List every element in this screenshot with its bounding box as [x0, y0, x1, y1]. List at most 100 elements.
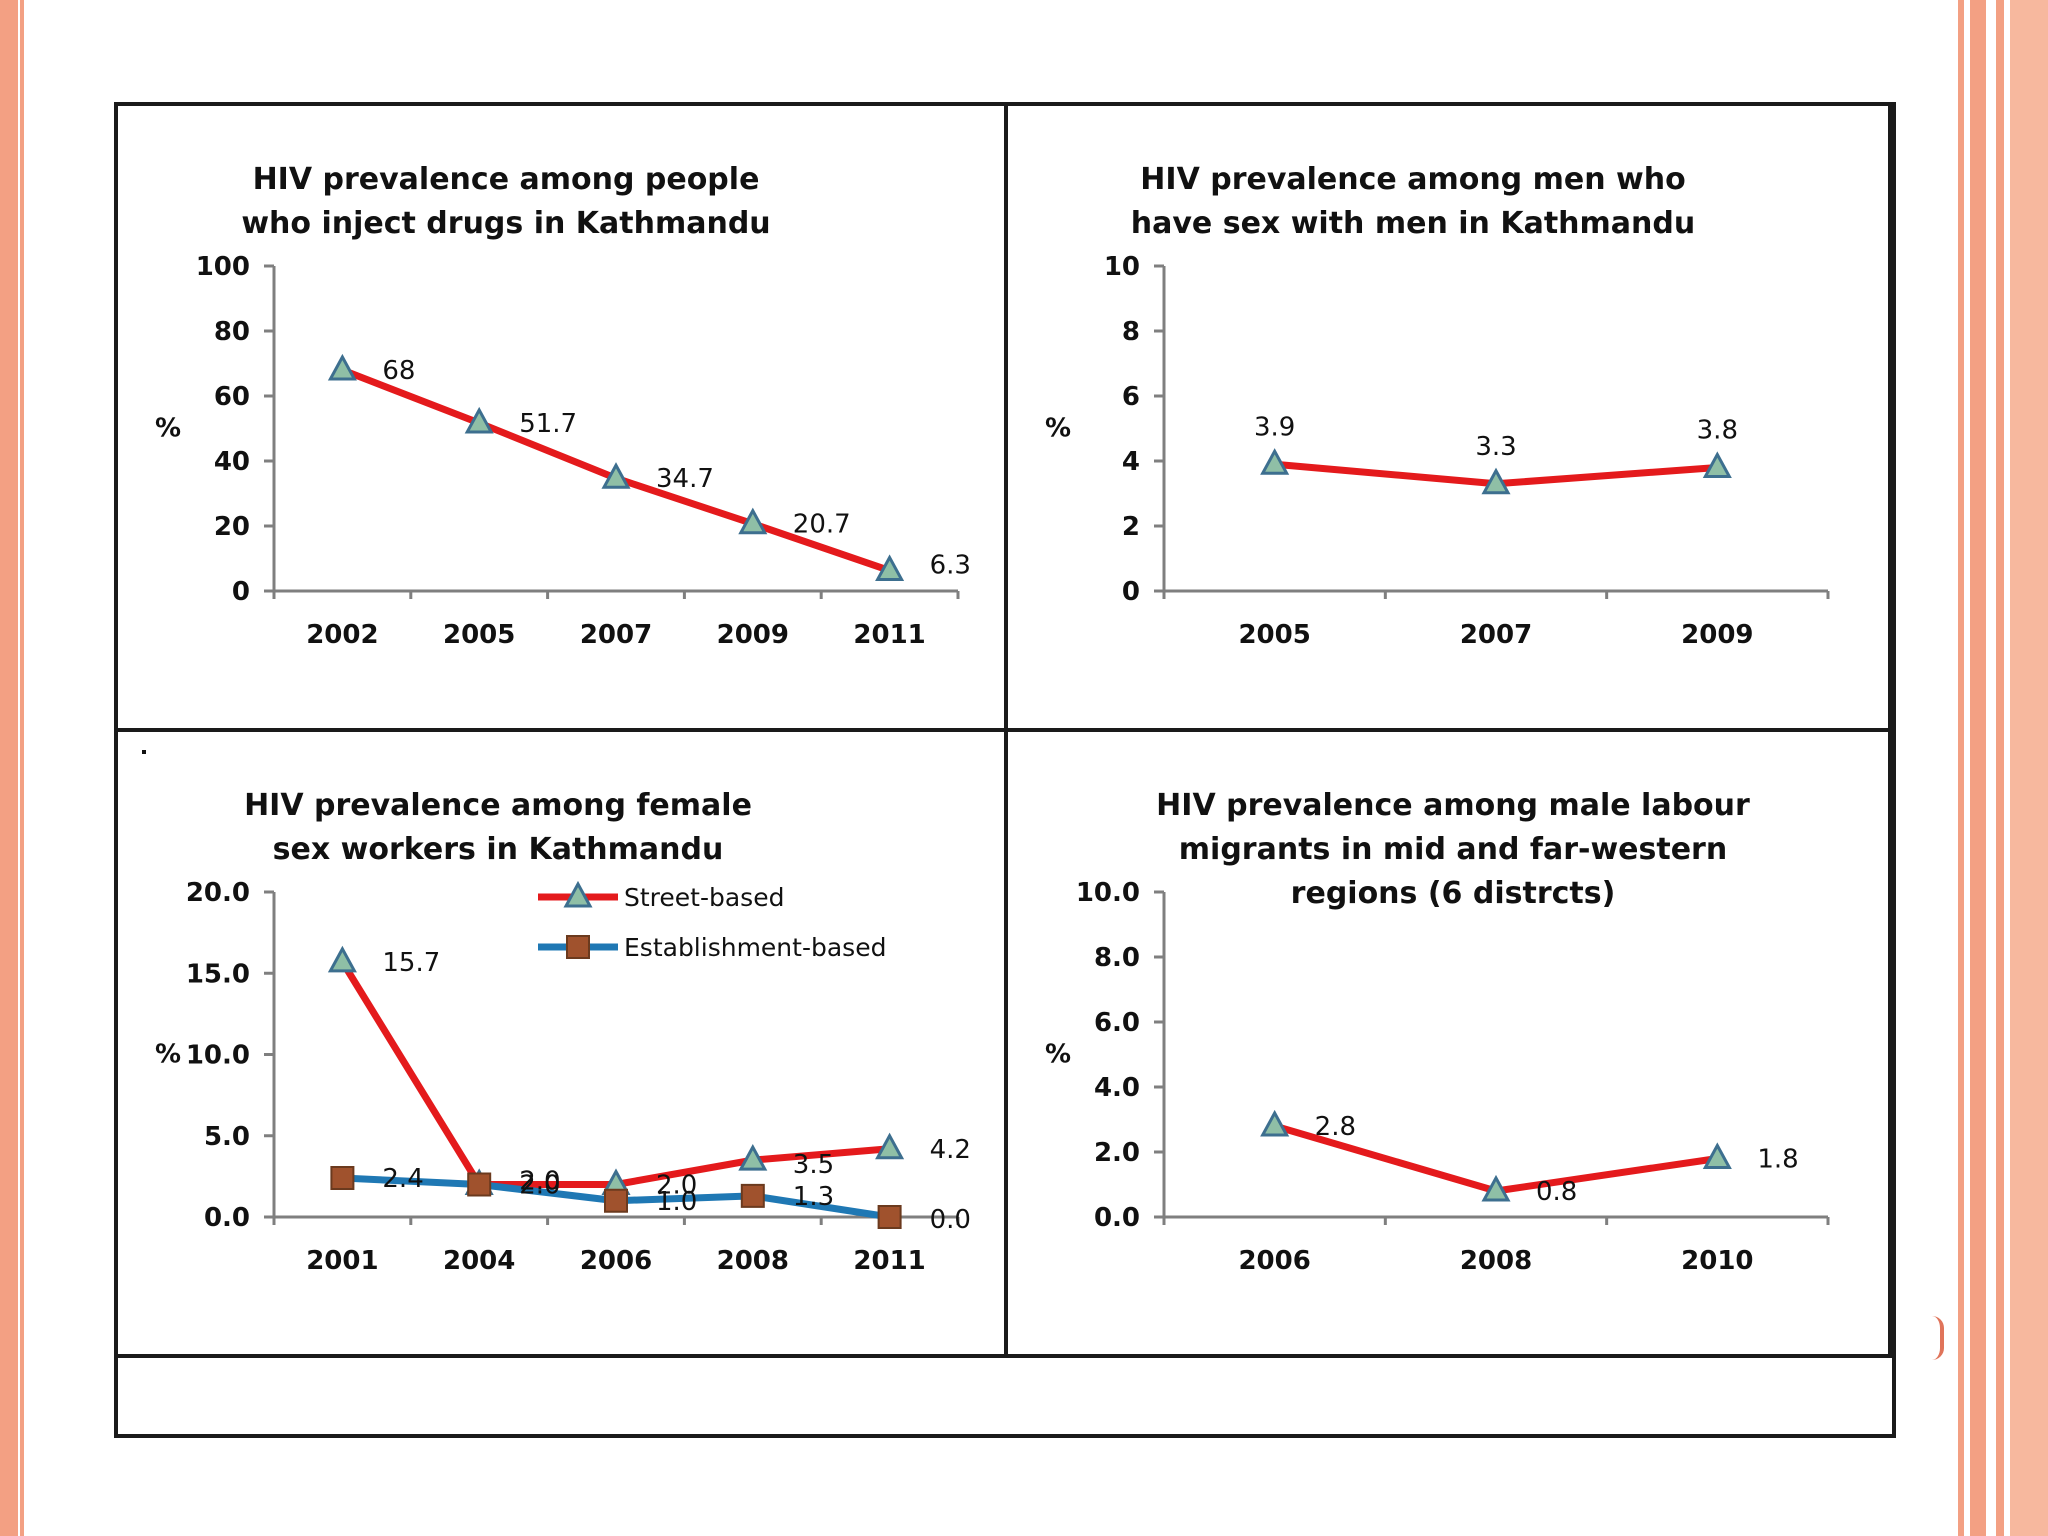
legend-marker — [566, 935, 590, 959]
x-tick-label: 2011 — [853, 1246, 925, 1276]
chart-svg: 0.0 5.0 10.0 15.0 20.0% 2001 2004 2006 2008 2011 1… — [155, 878, 971, 1276]
x-tick-label: 2005 — [443, 620, 515, 650]
y-tick-label: 0.0 — [204, 1203, 250, 1233]
chart-panel-fsw: HIV prevalence among female sex workers … — [118, 732, 1004, 1354]
y-tick-label: 8 — [1122, 317, 1140, 347]
data-point-marker — [875, 554, 905, 582]
data-point-marker — [1481, 1174, 1511, 1202]
x-tick-label: 2008 — [1460, 1246, 1532, 1276]
y-tick-label: 20.0 — [186, 878, 250, 908]
legend-marker — [563, 880, 593, 908]
data-label: 3.8 — [1697, 416, 1738, 446]
data-label: 3.9 — [1254, 412, 1295, 442]
chart-title: HIV prevalence among female sex workers … — [244, 788, 752, 867]
y-tick-label: 20 — [214, 512, 250, 542]
y-tick-label: 8.0 — [1094, 943, 1140, 973]
y-axis-label: % — [155, 414, 181, 444]
x-tick-label: 2006 — [1238, 1246, 1310, 1276]
y-axis-label: % — [155, 1040, 181, 1070]
right-border-edge — [2010, 0, 2048, 1536]
data-label: 2.0 — [519, 1171, 560, 1201]
data-label: 3.3 — [1475, 432, 1516, 462]
y-tick-label: 5.0 — [204, 1122, 250, 1152]
chart-svg: 0 20 40 60 80 100% 2002 2005 2007 2009 2011 68 51.7 3… — [155, 252, 971, 650]
data-point-marker — [327, 353, 357, 381]
data-point-marker — [877, 1205, 902, 1229]
data-label: 6.3 — [930, 551, 971, 581]
y-axis-label: % — [1045, 414, 1071, 444]
x-tick-label: 2009 — [717, 620, 789, 650]
page-curl-mark — [1932, 1316, 1944, 1360]
x-tick-label: 2002 — [306, 620, 378, 650]
data-point-marker — [604, 1188, 628, 1213]
y-tick-label: 40 — [214, 447, 250, 477]
chart-panel-migrants: HIV prevalence among male labour migrant… — [1008, 732, 1888, 1354]
chart-panel-msm: HIV prevalence among men who have sex wi… — [1008, 106, 1888, 728]
left-border-stripe — [0, 0, 18, 1536]
chart-title: HIV prevalence among people who inject d… — [241, 162, 771, 241]
data-point-marker — [875, 1132, 905, 1160]
data-label: 2.4 — [382, 1164, 423, 1194]
data-label: 34.7 — [656, 464, 714, 494]
data-point-marker — [467, 1172, 492, 1197]
chart-title: HIV prevalence among male labour migrant… — [1156, 788, 1750, 911]
y-tick-label: 10 — [1104, 252, 1140, 282]
chart-svg: 0.0 2.0 4.0 6.0 8.0 10.0% 2006 2008 2010 2.8 0.8 1.… — [1045, 878, 1830, 1276]
data-point-marker — [1702, 1142, 1732, 1169]
data-point-marker — [327, 945, 357, 973]
data-point-marker — [1481, 467, 1511, 495]
data-point-marker — [601, 462, 631, 489]
x-tick-label: 2011 — [853, 620, 925, 650]
y-tick-label: 10.0 — [1076, 878, 1140, 908]
data-label: 2.0 — [656, 1171, 697, 1201]
x-tick-label: 2008 — [717, 1246, 789, 1276]
x-tick-label: 2006 — [580, 1246, 652, 1276]
data-point-marker — [738, 1143, 768, 1171]
horizontal-divider-bottom — [118, 1354, 1892, 1358]
y-axis-label: % — [1045, 1040, 1071, 1070]
data-label: 1.3 — [793, 1182, 834, 1212]
data-label: 4.2 — [930, 1135, 971, 1165]
data-point-marker — [330, 1166, 355, 1190]
chart-svg: 0 2 4 6 8 10% 2005 2007 2009 3.9 3.3 3.8 — [1045, 252, 1830, 650]
data-point-marker — [1702, 451, 1732, 478]
data-label: 15.7 — [382, 948, 440, 978]
data-label: 2.0 — [519, 1167, 560, 1197]
y-tick-label: 10.0 — [186, 1041, 250, 1071]
x-tick-label: 2005 — [1238, 620, 1310, 650]
data-label: 0.8 — [1536, 1177, 1577, 1207]
right-inner-line — [1888, 106, 1892, 1358]
x-tick-label: 2007 — [580, 620, 652, 650]
legend-label: Establishment-based — [624, 933, 886, 962]
data-label: 3.5 — [793, 1150, 834, 1180]
chart-title: HIV prevalence among men who have sex wi… — [1130, 162, 1696, 241]
y-tick-label: 6.0 — [1094, 1008, 1140, 1038]
data-label: 51.7 — [519, 409, 577, 439]
y-tick-label: 80 — [214, 317, 250, 347]
left-border-line — [20, 0, 24, 1536]
data-label: 20.7 — [793, 510, 851, 540]
right-border-line-outer — [1996, 0, 2004, 1536]
legend-label: Street-based — [624, 883, 784, 912]
horizontal-divider-middle — [118, 728, 1892, 732]
data-label: 1.8 — [1757, 1145, 1798, 1175]
data-point-marker — [1260, 448, 1290, 475]
y-tick-label: 6 — [1122, 382, 1140, 412]
vertical-divider — [1004, 106, 1008, 1358]
y-tick-label: 2.0 — [1094, 1138, 1140, 1168]
x-tick-label: 2009 — [1681, 620, 1753, 650]
stray-dot — [142, 750, 146, 754]
chart-panel-pwid: HIV prevalence among people who inject d… — [118, 106, 1004, 728]
data-point-marker — [740, 1183, 765, 1208]
y-tick-label: 4.0 — [1094, 1073, 1140, 1103]
data-label: 2.8 — [1315, 1112, 1356, 1142]
x-tick-label: 2004 — [443, 1246, 515, 1276]
y-tick-label: 15.0 — [186, 959, 250, 989]
data-label: 1.0 — [656, 1187, 697, 1217]
y-tick-label: 2 — [1122, 512, 1140, 542]
x-tick-label: 2007 — [1460, 620, 1532, 650]
data-label: 0.0 — [930, 1205, 971, 1235]
data-point-marker — [738, 507, 768, 535]
data-point-marker — [1260, 1109, 1290, 1137]
data-point-marker — [464, 406, 494, 434]
